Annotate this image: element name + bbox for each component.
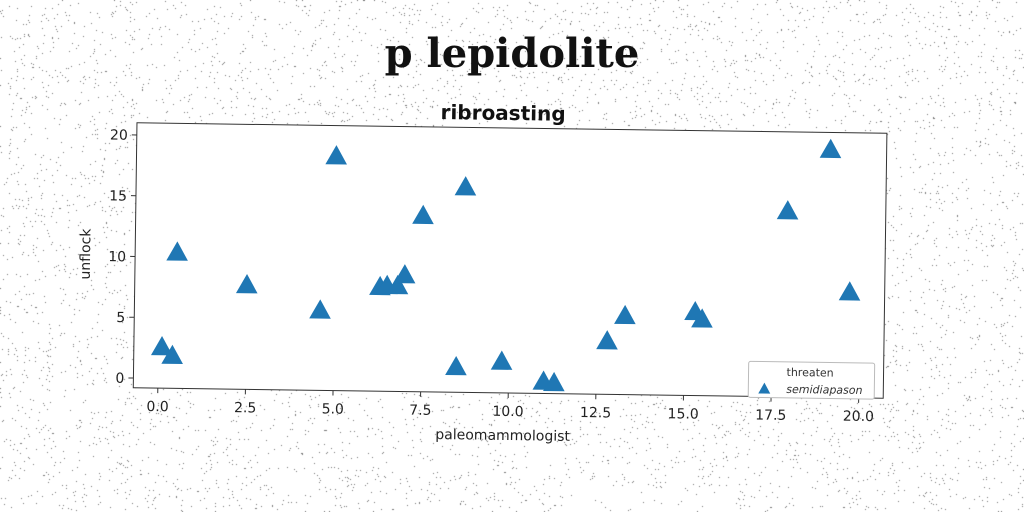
data-point [235, 274, 258, 294]
data-point [445, 355, 467, 376]
y-tick-label: 5 [116, 310, 125, 326]
data-point [454, 176, 477, 196]
y-axis-label: unflock [78, 228, 95, 280]
y-tick-label: 15 [109, 188, 127, 204]
data-point [386, 274, 409, 295]
x-tick-label: 5.0 [322, 401, 344, 417]
x-tick-label: 10.0 [492, 404, 523, 420]
y-tick-label: 0 [115, 371, 124, 387]
x-tick-label: 17.5 [755, 407, 786, 423]
x-tick-label: 15.0 [667, 406, 698, 422]
data-point [412, 204, 434, 225]
data-point [393, 264, 416, 284]
legend-box [747, 360, 876, 400]
data-point [596, 330, 618, 350]
legend: threaten semidiapason [747, 360, 876, 400]
data-point [166, 241, 188, 261]
chart-title: ribroasting [440, 100, 565, 126]
y-tick-label: 20 [110, 128, 128, 144]
x-axis-label: paleomammologist [435, 427, 570, 445]
y-axis-ticks: 0 5 10 15 20 [108, 128, 137, 387]
data-point [490, 350, 513, 370]
data-point [161, 344, 183, 365]
data-point [309, 299, 331, 319]
legend-entry-semidiapason: semidiapason [786, 383, 862, 397]
data-point [691, 308, 713, 328]
data-points [150, 138, 861, 392]
y-tick-label: 10 [108, 249, 126, 265]
data-point [614, 304, 636, 325]
data-point [543, 371, 565, 392]
x-tick-label: 7.5 [409, 403, 431, 419]
legend-marker-semidiapason [758, 382, 771, 394]
data-point [325, 145, 347, 165]
data-point [776, 200, 799, 220]
x-tick-label: 0.0 [146, 399, 168, 415]
x-axis-ticks: 0.0 2.5 5.0 7.5 10.0 12.5 15.0 17.5 20.0 [146, 388, 874, 425]
x-tick-label: 20.0 [843, 409, 874, 425]
figure-suptitle: p lepidolite [384, 30, 640, 77]
plot-area [133, 122, 887, 399]
legend-entry-threaten: threaten [786, 366, 833, 380]
data-point [819, 138, 842, 159]
data-point [150, 336, 173, 356]
data-point [838, 281, 861, 301]
x-tick-label: 12.5 [580, 405, 611, 421]
x-tick-label: 2.5 [234, 400, 256, 416]
